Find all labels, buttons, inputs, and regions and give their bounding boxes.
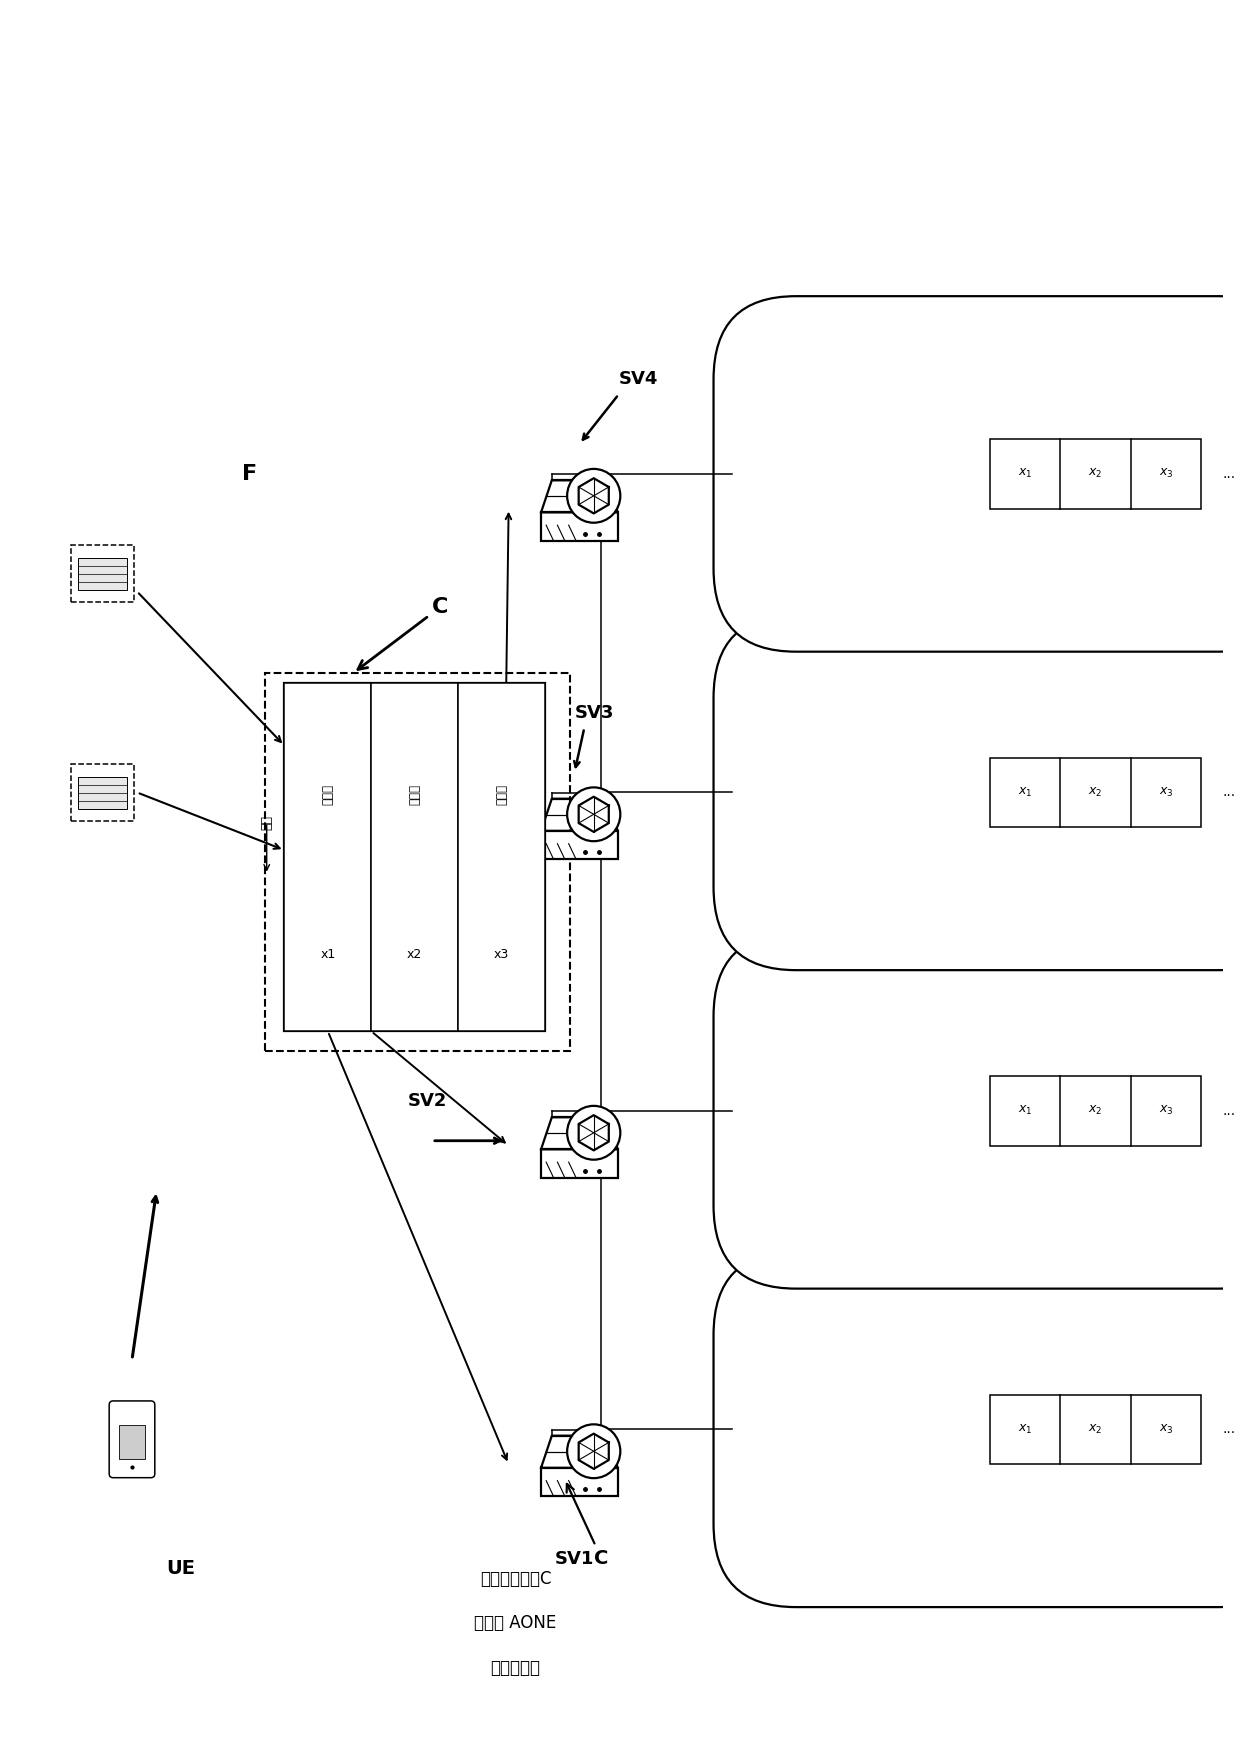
Bar (78, 778, 126, 809)
Text: $x_3$: $x_3$ (1159, 787, 1173, 799)
Text: ...: ... (1223, 468, 1235, 480)
Circle shape (567, 1106, 620, 1160)
Text: $x_3$: $x_3$ (1159, 1104, 1173, 1118)
Text: ...: ... (1223, 785, 1235, 799)
Text: ...: ... (1223, 1104, 1235, 1118)
Bar (78, 559, 126, 590)
Text: 进行了加密: 进行了加密 (491, 1659, 541, 1677)
Bar (541, 830, 618, 858)
FancyBboxPatch shape (713, 615, 1240, 971)
Circle shape (567, 470, 620, 522)
Bar (458, 683, 546, 1032)
Text: $x_2$: $x_2$ (1089, 1423, 1102, 1437)
Circle shape (567, 787, 620, 841)
Circle shape (567, 1424, 620, 1479)
Text: F: F (243, 464, 258, 484)
Text: ...: ... (423, 710, 441, 727)
Text: $x_2$: $x_2$ (1089, 787, 1102, 799)
Text: $x_1$: $x_1$ (1018, 1423, 1033, 1437)
Text: SV4: SV4 (619, 370, 658, 389)
Bar (284, 683, 371, 1032)
Text: $x_3$: $x_3$ (1159, 468, 1173, 480)
FancyBboxPatch shape (109, 1402, 155, 1477)
Text: 数据片: 数据片 (408, 783, 422, 804)
Bar (990, 1395, 1202, 1465)
Text: SV3: SV3 (574, 704, 614, 722)
Text: C: C (358, 597, 449, 669)
Text: x3: x3 (494, 948, 510, 962)
Text: $x_2$: $x_2$ (1089, 1104, 1102, 1118)
FancyBboxPatch shape (713, 934, 1240, 1289)
Text: UE: UE (166, 1559, 196, 1579)
FancyBboxPatch shape (71, 764, 134, 820)
Text: x1: x1 (320, 948, 336, 962)
FancyBboxPatch shape (71, 545, 134, 601)
Text: $x_3$: $x_3$ (1159, 1423, 1173, 1437)
Text: 数据片: 数据片 (321, 783, 335, 804)
Text: ...: ... (1223, 1423, 1235, 1437)
Text: 文件: 文件 (260, 815, 273, 830)
Text: $x_1$: $x_1$ (1018, 1104, 1033, 1118)
Text: $x_2$: $x_2$ (1089, 468, 1102, 480)
FancyBboxPatch shape (713, 296, 1240, 652)
FancyBboxPatch shape (713, 1251, 1240, 1607)
Text: 文件数据片，C: 文件数据片，C (480, 1570, 552, 1587)
Text: $x_1$: $x_1$ (1018, 468, 1033, 480)
Bar (119, 1424, 145, 1459)
Text: C: C (567, 1484, 609, 1568)
Text: 数据片: 数据片 (495, 783, 508, 804)
Bar (265, 673, 569, 1051)
Bar (990, 1076, 1202, 1146)
Text: x2: x2 (407, 948, 423, 962)
Bar (990, 440, 1202, 508)
Text: $x_1$: $x_1$ (1018, 787, 1033, 799)
Bar (541, 1149, 618, 1177)
Bar (371, 683, 458, 1032)
Text: 均使用 AONE: 均使用 AONE (475, 1614, 557, 1633)
Bar (541, 512, 618, 541)
Text: SV1: SV1 (554, 1551, 594, 1568)
Bar (990, 757, 1202, 827)
Text: SV2: SV2 (407, 1091, 446, 1111)
Bar (284, 683, 546, 1032)
Bar (541, 1468, 618, 1496)
